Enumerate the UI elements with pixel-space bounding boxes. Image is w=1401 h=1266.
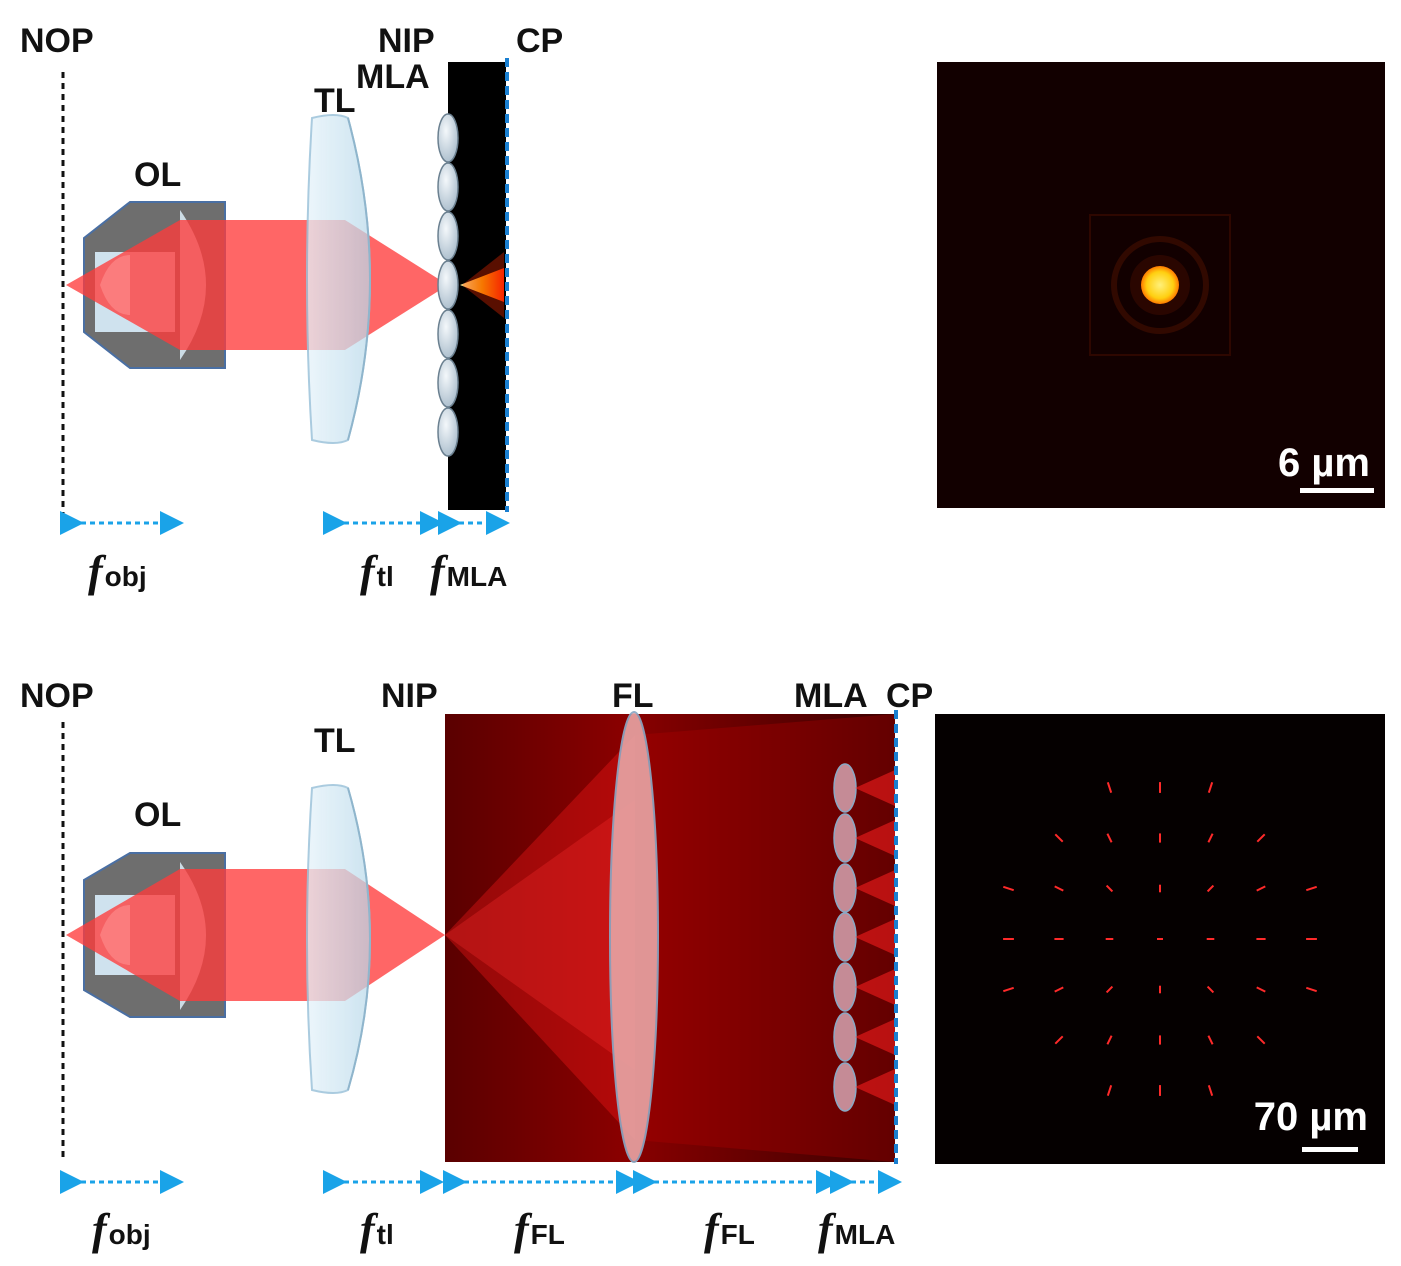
focal-label-fl-1: fFL — [514, 1205, 565, 1254]
mla-fans — [855, 770, 895, 1105]
scalebar-label-bottom: 70 µm — [1254, 1095, 1368, 1139]
psf-spot — [1256, 833, 1266, 843]
psf-spot — [1206, 985, 1215, 994]
microlens-array — [437, 113, 459, 457]
tube-lens-bottom — [306, 784, 371, 1094]
tl-label: TL — [314, 82, 356, 120]
psf-spot — [1207, 833, 1214, 843]
psf-spot — [1256, 986, 1266, 993]
scalebar-bottom — [1302, 1147, 1358, 1152]
top-panel: NOP NIP CP MLA TL OL — [20, 22, 1385, 596]
psf-spot — [1002, 986, 1015, 993]
mla-label: MLA — [356, 58, 430, 96]
microlens-array-bottom — [833, 763, 857, 1112]
psf-spot — [1305, 885, 1318, 892]
psf-spot — [1207, 1035, 1214, 1045]
scalebar-label-top: 6 µm — [1278, 441, 1370, 485]
tl-label-bottom: TL — [314, 722, 356, 760]
focal-label-tl: ftl — [360, 547, 394, 596]
tube-lens — [306, 114, 371, 444]
psf-spot — [1054, 885, 1064, 892]
nop-label: NOP — [20, 22, 94, 60]
focal-label-mla-bottom: fMLA — [818, 1205, 895, 1254]
nip-label-bottom: NIP — [381, 677, 438, 715]
psf-spot — [1106, 833, 1113, 843]
focal-label-tl-bottom: ftl — [360, 1205, 394, 1254]
cp-label: CP — [516, 22, 563, 60]
psf-spot — [1054, 986, 1064, 993]
bottom-panel: NOP NIP FL MLA CP TL OL — [20, 677, 1385, 1254]
ol-label: OL — [134, 156, 181, 194]
psf-spot — [1002, 885, 1015, 892]
psf-spot — [1106, 781, 1113, 794]
psf-spot — [1207, 1084, 1214, 1097]
scalebar-top — [1300, 488, 1374, 493]
cp-label-bottom: CP — [886, 677, 933, 715]
field-lens — [609, 711, 659, 1163]
psf-spot — [1054, 833, 1064, 843]
psf-spot — [1256, 1035, 1266, 1045]
psf-spot — [1105, 985, 1114, 994]
focal-label-obj: fobj — [88, 547, 147, 596]
focus-flare — [460, 268, 504, 302]
psf-image-bottom: 70 µm — [935, 714, 1385, 1164]
psf-spot — [1206, 884, 1215, 893]
psf-spot — [1106, 1084, 1113, 1097]
ol-label-bottom: OL — [134, 796, 181, 834]
psf-image-top: 6 µm — [937, 62, 1385, 508]
psf-spot — [1105, 884, 1114, 893]
fl-label: FL — [612, 677, 654, 715]
relay-region — [445, 714, 895, 1162]
psf-spot — [1106, 1035, 1113, 1045]
psf-spot — [1054, 1035, 1064, 1045]
focal-label-obj-bottom: fobj — [92, 1205, 151, 1254]
focal-label-mla: fMLA — [430, 547, 507, 596]
psf-spot — [1141, 266, 1179, 304]
mla-label-bottom: MLA — [794, 677, 868, 715]
psf-spot — [1207, 781, 1214, 794]
psf-spot — [1305, 986, 1318, 993]
nop-label-bottom: NOP — [20, 677, 94, 715]
focal-label-fl-2: fFL — [704, 1205, 755, 1254]
nip-label: NIP — [378, 22, 435, 60]
psf-spot-grid — [1002, 781, 1318, 1097]
psf-spot — [1256, 885, 1266, 892]
